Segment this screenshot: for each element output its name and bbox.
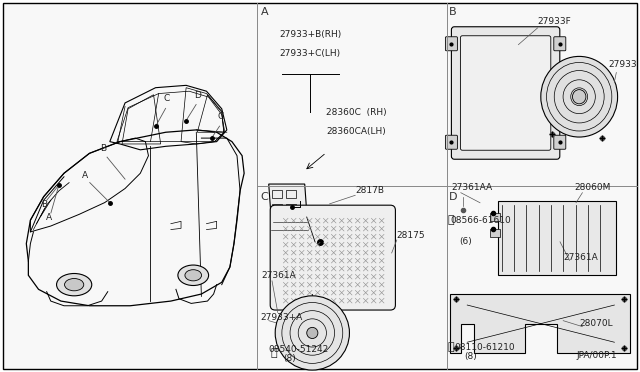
Text: Ⓢ: Ⓢ bbox=[448, 215, 454, 225]
Bar bbox=[490, 213, 500, 221]
Ellipse shape bbox=[178, 265, 209, 285]
FancyBboxPatch shape bbox=[451, 27, 560, 159]
Bar bbox=[490, 229, 500, 237]
Text: D: D bbox=[194, 90, 201, 100]
Text: 2817B: 2817B bbox=[355, 186, 384, 195]
Polygon shape bbox=[450, 294, 630, 353]
Ellipse shape bbox=[56, 273, 92, 296]
Text: 28070L: 28070L bbox=[580, 319, 614, 328]
Text: 27933+B(RH): 27933+B(RH) bbox=[279, 30, 342, 39]
Text: 27361A: 27361A bbox=[563, 253, 598, 262]
FancyBboxPatch shape bbox=[270, 205, 396, 310]
Bar bbox=[498, 201, 616, 275]
Text: 27361AA: 27361AA bbox=[451, 183, 492, 192]
Text: C: C bbox=[260, 192, 268, 202]
Text: C: C bbox=[218, 112, 224, 121]
Text: 28360CA(LH): 28360CA(LH) bbox=[326, 127, 386, 136]
Text: D: D bbox=[449, 192, 458, 202]
Text: (8): (8) bbox=[283, 354, 296, 363]
Text: B: B bbox=[100, 144, 106, 153]
Text: JPA/00P.1: JPA/00P.1 bbox=[576, 351, 616, 360]
Text: B: B bbox=[449, 7, 457, 17]
Text: 08566-61610: 08566-61610 bbox=[450, 216, 511, 225]
Text: 27933F: 27933F bbox=[538, 17, 572, 26]
Text: 08110-61210: 08110-61210 bbox=[454, 343, 515, 352]
FancyBboxPatch shape bbox=[445, 37, 458, 51]
Text: A: A bbox=[46, 213, 52, 222]
Ellipse shape bbox=[185, 270, 202, 281]
Text: B: B bbox=[41, 200, 47, 209]
Ellipse shape bbox=[65, 279, 84, 291]
Text: 28175: 28175 bbox=[397, 231, 426, 240]
Text: A: A bbox=[260, 7, 268, 17]
Ellipse shape bbox=[275, 296, 349, 370]
Text: C: C bbox=[164, 94, 170, 103]
Ellipse shape bbox=[541, 57, 618, 137]
FancyBboxPatch shape bbox=[445, 135, 458, 149]
Text: 27361A: 27361A bbox=[261, 271, 296, 280]
Text: (8): (8) bbox=[465, 352, 477, 361]
Text: 27933+A: 27933+A bbox=[260, 313, 303, 322]
Text: Ⓑ: Ⓑ bbox=[448, 341, 454, 352]
Ellipse shape bbox=[307, 327, 318, 339]
Polygon shape bbox=[269, 184, 308, 240]
FancyBboxPatch shape bbox=[554, 135, 566, 149]
Text: 28360C  (RH): 28360C (RH) bbox=[326, 108, 387, 117]
Text: (6): (6) bbox=[460, 237, 472, 246]
Text: Ⓢ: Ⓢ bbox=[270, 347, 276, 357]
Text: 27933+C(LH): 27933+C(LH) bbox=[280, 49, 341, 58]
Text: 08540-51242: 08540-51242 bbox=[269, 344, 329, 353]
Text: 28060M: 28060M bbox=[575, 183, 611, 192]
FancyBboxPatch shape bbox=[460, 36, 551, 150]
Text: A: A bbox=[82, 171, 88, 180]
Ellipse shape bbox=[573, 90, 586, 104]
FancyBboxPatch shape bbox=[554, 37, 566, 51]
Text: 27933: 27933 bbox=[608, 60, 637, 69]
